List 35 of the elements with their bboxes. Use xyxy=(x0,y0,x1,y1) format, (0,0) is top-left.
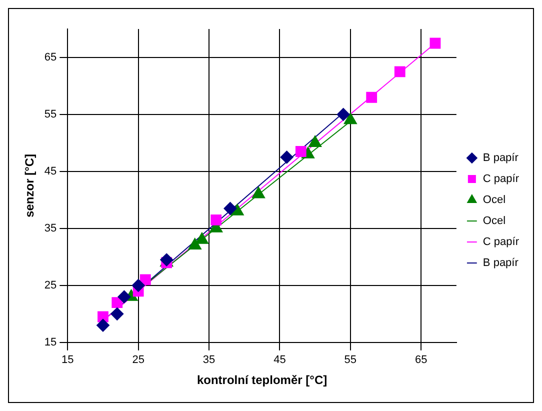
point xyxy=(430,38,441,49)
x-tick-label: 65 xyxy=(414,354,428,366)
point xyxy=(112,297,123,308)
y-tick-label: 35 xyxy=(44,222,57,234)
x-tick-label: 35 xyxy=(202,354,216,366)
legend-label: B papír xyxy=(482,152,519,164)
point xyxy=(96,318,110,332)
legend-label: C papír xyxy=(482,173,520,186)
point xyxy=(110,307,124,320)
point xyxy=(188,238,202,250)
x-tick-label: 25 xyxy=(132,354,144,366)
point xyxy=(224,202,237,215)
point xyxy=(280,150,294,164)
x-axis-title: kontrolní teploměr [°C] xyxy=(196,373,328,388)
y-axis-title: senzor [°C] xyxy=(22,154,37,218)
y-tick-label: 25 xyxy=(44,279,57,292)
point xyxy=(132,278,145,292)
point xyxy=(344,112,357,124)
legend-label: B papír xyxy=(482,257,519,270)
y-tick-label: 15 xyxy=(44,336,57,348)
legend-label: Ocel xyxy=(482,215,506,228)
y-tick-label: 55 xyxy=(44,108,57,121)
point xyxy=(210,214,222,226)
point xyxy=(295,146,306,157)
point xyxy=(118,290,131,304)
y-tick-label: 45 xyxy=(44,165,57,178)
y-tick-label: 65 xyxy=(44,52,57,64)
point xyxy=(394,66,406,78)
x-tick-label: 15 xyxy=(62,354,74,366)
x-tick-label: 45 xyxy=(274,354,286,366)
point xyxy=(366,92,378,103)
x-tick-label: 55 xyxy=(344,354,357,366)
legend-label: Ocel xyxy=(482,194,506,206)
point xyxy=(336,108,350,121)
legend-label: C papír xyxy=(482,236,520,248)
